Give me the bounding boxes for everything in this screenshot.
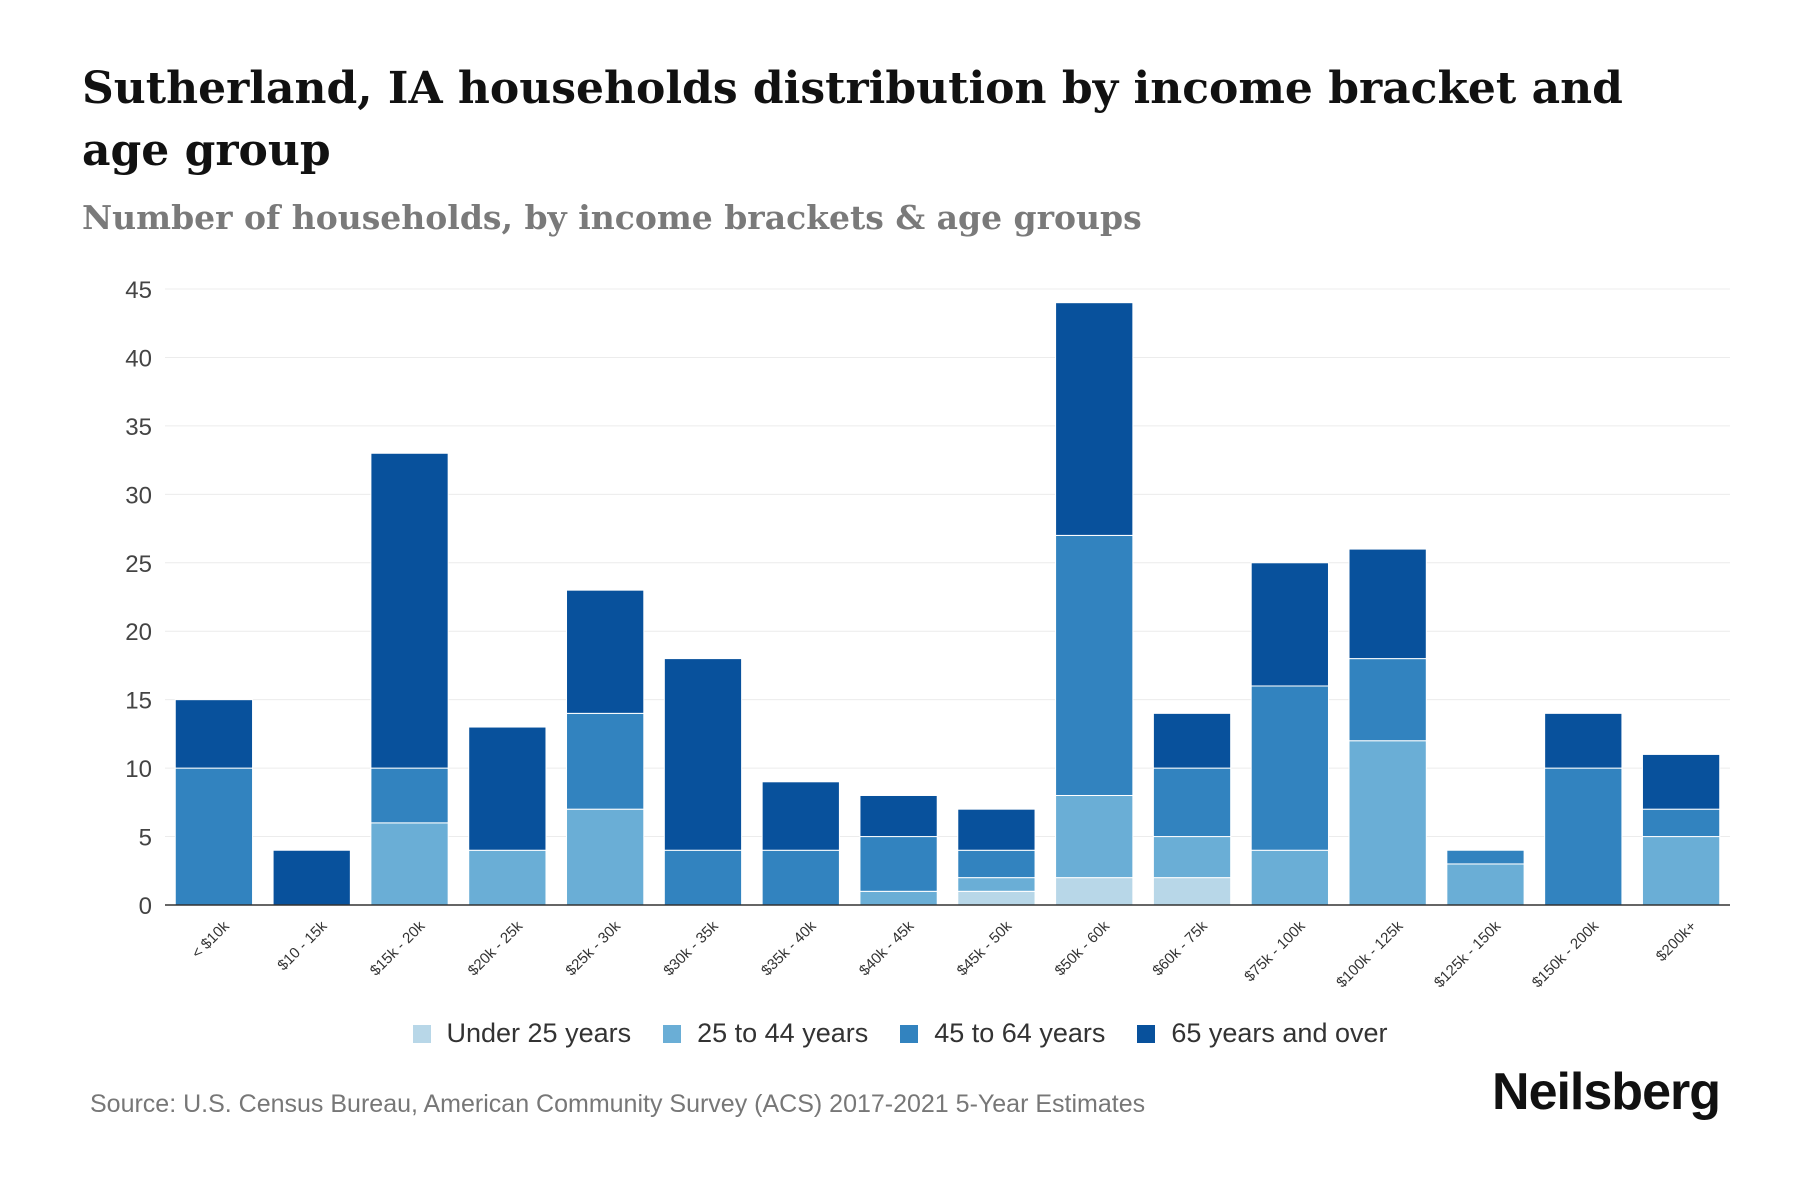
y-tick-label: 30 [125,482,152,509]
bar-segment [1055,877,1134,906]
legend: Under 25 years 25 to 44 years 45 to 64 yea… [0,1018,1800,1049]
bar-segment [1544,712,1623,769]
x-tick-label: $200k+ [1653,918,1700,965]
chart-subtitle: Number of households, by income brackets… [82,198,1142,237]
bar-segment [1544,767,1623,906]
y-tick-label: 25 [125,551,152,578]
bar-segment [761,781,840,851]
x-tick-label: $50k - 60k [1051,917,1113,979]
x-tick-label: $10 - 15k [274,917,331,974]
y-tick-label: 45 [125,277,152,304]
bar-segment [1152,712,1232,769]
bar-segment [1250,562,1329,687]
x-tick-label: $150k - 200k [1529,917,1603,991]
y-tick-label: 15 [125,688,152,715]
legend-swatch [1137,1024,1156,1043]
x-tick-label: $40k - 45k [856,917,918,979]
bar-segment [468,849,547,906]
x-axis-ticks: < $10k $10 - 15k $15k - 20k $20k - 25k $25k … [189,917,1701,991]
legend-item: 65 years and over [1137,1018,1388,1049]
y-tick-label: 35 [125,414,152,441]
bar-segment [174,699,254,769]
bar-segment [1348,740,1427,906]
bar-segment [1152,836,1232,879]
bar-segment [174,767,254,906]
legend-item: 45 to 64 years [900,1018,1105,1049]
bar-segment [1641,753,1721,810]
source-note: Source: U.S. Census Bureau, American Com… [90,1090,1146,1118]
x-tick-label: $125k - 150k [1431,917,1505,991]
bar-segment [1152,767,1232,838]
bar-segment [1348,658,1427,742]
x-tick-label: $45k - 50k [954,917,1016,979]
y-axis-ticks: 0 5 10 15 20 25 30 35 40 45 [125,277,152,920]
brand-logo: Neilsberg [1492,1063,1721,1121]
bar-segment [663,658,743,851]
legend-swatch [412,1024,431,1043]
bar-segment [859,890,938,906]
y-tick-label: 40 [125,345,152,372]
bar-segment [370,767,449,824]
y-tick-label: 10 [125,756,152,783]
x-tick-label: $30k - 35k [660,917,722,979]
bar-segment [1152,877,1232,906]
bar-segment [1055,534,1134,796]
legend-label: 65 years and over [1171,1018,1388,1048]
x-tick-label: $75k - 100k [1241,917,1309,985]
legend-swatch [663,1024,682,1043]
bar-segment [566,589,645,714]
bar-segment [566,808,645,906]
x-tick-label: $35k - 40k [758,917,820,979]
y-tick-label: 0 [139,893,152,920]
legend-item: 25 to 44 years [663,1018,868,1049]
bar-segment [957,849,1036,879]
y-tick-label: 5 [139,825,152,852]
x-tick-label: $25k - 30k [562,917,624,979]
legend-label: 25 to 44 years [697,1018,869,1048]
bar-segment [957,890,1036,906]
bar-segment [761,849,840,906]
chart-title: Sutherland, IA households distribution b… [82,63,1623,176]
bar-segment [1446,849,1525,865]
bar-segment [1641,808,1721,838]
x-tick-label: $20k - 25k [465,917,527,979]
bar-segment [1348,548,1427,660]
bar-segment [370,452,449,769]
x-tick-label: $60k - 75k [1149,917,1211,979]
legend-swatch [900,1024,919,1043]
legend-item: Under 25 years [412,1018,632,1049]
legend-label: 45 to 64 years [934,1018,1106,1048]
stacked-bar-chart: 0 5 10 15 20 25 30 35 40 45 < $10k $10 - 15k $15k -… [125,277,1730,991]
x-tick-label: $100k - 125k [1333,917,1407,991]
bar-segment [1446,863,1525,906]
bar-segment [1250,685,1329,851]
bars [174,302,1721,906]
bar-segment [859,794,938,838]
bar-segment [1250,849,1329,906]
bar-segment [566,712,645,810]
bar-segment [1641,836,1721,906]
y-tick-label: 20 [125,619,152,646]
legend-label: Under 25 years [446,1018,632,1048]
bar-segment [957,808,1036,851]
bar-segment [1055,794,1134,879]
bar-segment [1055,302,1134,536]
x-tick-label: $15k - 20k [367,917,429,979]
bar-segment [468,726,547,851]
bar-segment [663,849,743,906]
bar-segment [370,822,449,906]
bar-segment [957,877,1036,892]
bar-segment [859,836,938,892]
bar-segment [272,849,351,906]
x-tick-label: < $10k [189,917,234,962]
